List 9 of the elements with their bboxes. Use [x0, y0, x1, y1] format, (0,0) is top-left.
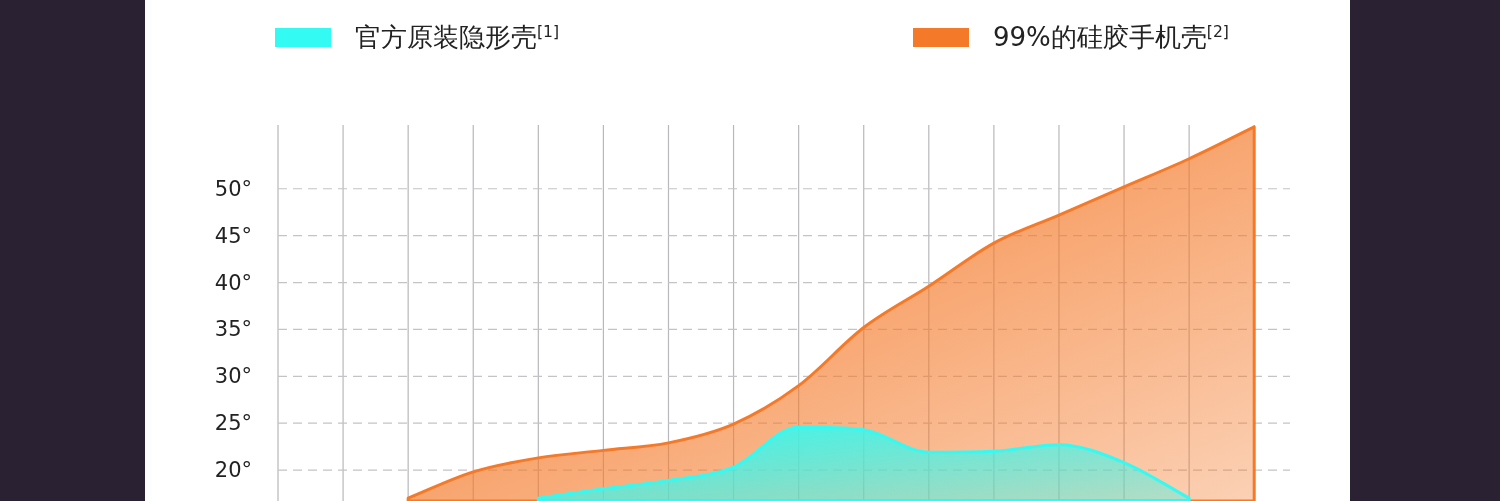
legend-label: 官方原装隐形壳$^{[1]}$: [355, 22, 560, 52]
y-tick-label: 25°: [214, 411, 252, 436]
y-tick-label: 35°: [214, 317, 252, 342]
y-tick-label: 50°: [214, 176, 252, 201]
y-tick-label: 30°: [214, 364, 252, 389]
y-tick-label: 40°: [214, 270, 252, 295]
y-tick-label: 45°: [214, 223, 252, 248]
y-tick-label: 20°: [214, 458, 252, 483]
legend-label: 99%的硅胶手机壳$^{[2]}$: [993, 22, 1229, 52]
